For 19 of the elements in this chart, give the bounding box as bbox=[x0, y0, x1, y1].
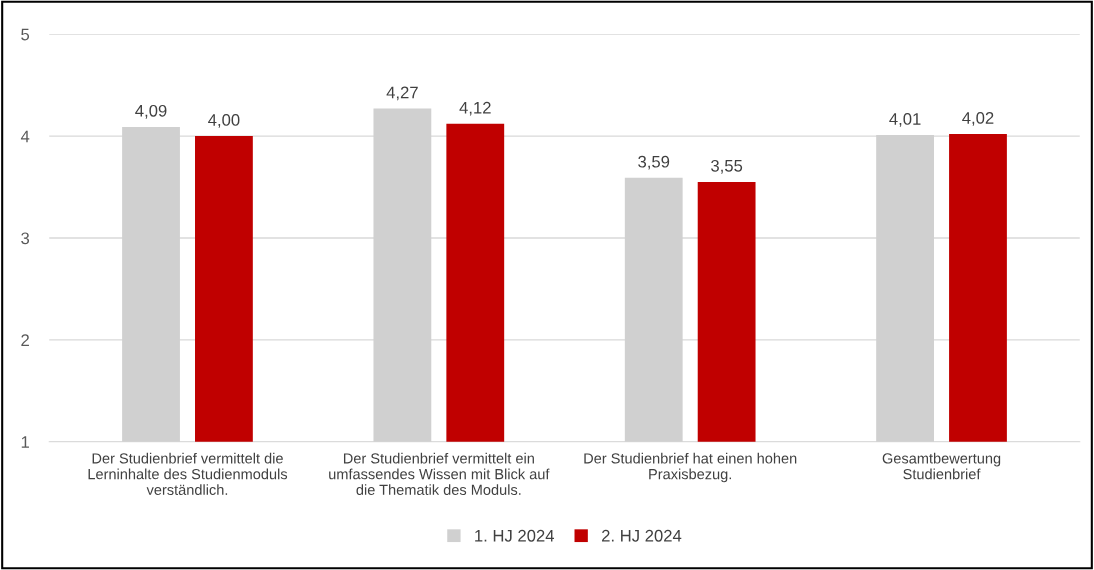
y-tick-label: 3 bbox=[21, 232, 30, 245]
data-label: 3,59 bbox=[638, 155, 670, 170]
x-tick-label: Der Studienbrief vermittelt die Lerninhalte des Studienmoduls verständlich. bbox=[88, 452, 288, 495]
legend-label: 2. HJ 2024 bbox=[602, 529, 682, 542]
y-tick-label: 5 bbox=[21, 28, 30, 41]
y-tick-label: 1 bbox=[21, 436, 29, 448]
legend-label: 1. HJ 2024 bbox=[475, 529, 555, 542]
data-label: 4,27 bbox=[386, 86, 418, 101]
y-tick-label: 2 bbox=[21, 334, 29, 346]
data-label: 4,01 bbox=[889, 113, 921, 127]
data-label: 3,55 bbox=[711, 159, 743, 174]
data-label: 4,02 bbox=[962, 112, 994, 126]
data-label: 4,12 bbox=[459, 101, 491, 116]
x-tick-label: Der Studienbrief hat einen hohen Praxisbezug. bbox=[584, 452, 797, 483]
x-tick-label: Der Studienbrief vermittelt ein umfassendes Wissen mit Blick auf die Thematik des Moduls. bbox=[329, 452, 550, 495]
y-tick-label: 4 bbox=[20, 130, 30, 143]
data-label: 4,00 bbox=[208, 114, 240, 128]
data-label: 4,09 bbox=[135, 104, 167, 119]
x-tick-label: Gesamtbewertung Studienbrief bbox=[882, 452, 1001, 480]
